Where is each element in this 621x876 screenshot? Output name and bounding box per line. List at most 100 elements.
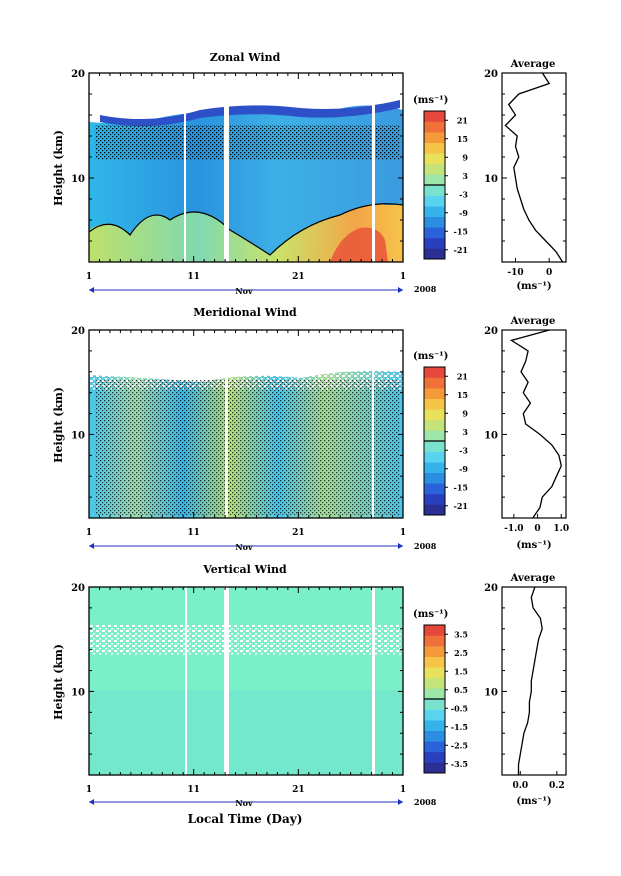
zonal-profile-title: Average [510, 59, 556, 70]
meridional-dots [95, 380, 400, 515]
colorbar-segment [424, 441, 445, 452]
zonal-month-axis: Nov [89, 286, 403, 296]
x-tick-label: 11 [187, 528, 200, 538]
colorbar-segment [424, 720, 445, 732]
meridional-y-tick-labels: 10 10 20 20 [71, 326, 498, 441]
colorbar-segment [424, 163, 445, 175]
colorbar-tick-label: -2.5 [451, 740, 468, 750]
profile-x-tick-label: -1.0 [504, 524, 523, 534]
vertical-specks [89, 625, 403, 655]
colorbar-segment [424, 762, 445, 774]
vertical-lower-tint [89, 690, 403, 775]
profile-y-tick-label: 20 [484, 69, 498, 80]
colorbar-tick-label: 3 [462, 171, 468, 181]
colorbar-segment [424, 367, 445, 378]
profile-y-tick-label: 20 [484, 326, 498, 337]
meridional-month-axis: Nov [89, 542, 403, 552]
y-tick-label: 20 [71, 583, 85, 594]
colorbar-tick-label: 2.5 [454, 648, 468, 658]
zonal-gap-2 [224, 73, 229, 262]
colorbar-segment [424, 635, 445, 647]
vertical-ylabel: Height (km) [52, 644, 65, 720]
profile-line [509, 329, 562, 519]
zonal-title: Zonal Wind [210, 51, 281, 64]
colorbar-tick-label: -3 [459, 189, 468, 199]
profile-x-tick-label: 0 [534, 524, 540, 534]
colorbar-segment [424, 121, 445, 133]
zonal-contour [88, 203, 404, 256]
colorbar-segment [424, 646, 445, 658]
colorbar-segment [424, 237, 445, 249]
x-tick-label: 21 [292, 272, 305, 282]
x-tick-label: 1 [86, 785, 92, 795]
y-tick-label: 10 [71, 430, 85, 441]
meridional-gap-1 [225, 330, 228, 518]
colorbar-segment [424, 677, 445, 689]
colorbar-segment [424, 132, 445, 144]
colorbar-tick-label: -21 [454, 245, 468, 255]
meridional-profile: -1.0 0 1.0 [504, 329, 569, 534]
colorbar-tick-label: -15 [454, 482, 468, 492]
x-tick-label: 1 [400, 785, 406, 795]
zonal-month-label: Nov [235, 286, 253, 296]
x-tick-label: 11 [187, 272, 200, 282]
colorbar-segment [424, 688, 445, 700]
y-tick-label: 10 [71, 687, 85, 698]
meridional-title: Meridional Wind [193, 306, 297, 319]
colorbar-segment [424, 741, 445, 753]
zonal-x-tick-labels: 1 11 21 1 [86, 272, 406, 282]
colorbar-tick-label: -9 [459, 464, 468, 474]
profile-y-tick-label: 20 [484, 583, 498, 594]
colorbar-segment [424, 430, 445, 442]
zonal-dots-upper [95, 125, 400, 160]
vertical-profile-title: Average [510, 573, 556, 584]
y-tick-label: 20 [71, 69, 85, 80]
colorbar-segment [424, 206, 445, 218]
profile-y-tick-label: 10 [484, 174, 498, 185]
colorbar-tick-label: -1.5 [451, 722, 468, 732]
zonal-gap-1 [184, 73, 186, 262]
zonal-jet-band [100, 100, 400, 127]
vertical-gap-3 [372, 587, 375, 775]
profile-x-tick-label: 0 [546, 268, 552, 278]
profile-line [517, 586, 543, 775]
colorbar-tick-label: -15 [454, 226, 468, 236]
colorbar-segment [424, 409, 445, 421]
vertical-gap-2 [224, 587, 229, 775]
meridional-month-label: Nov [235, 542, 253, 552]
colorbar-segment [424, 174, 445, 186]
colorbar-segment [424, 472, 445, 484]
colorbar-segment [424, 730, 445, 742]
colorbar-segment [424, 451, 445, 463]
colorbar-segment [424, 195, 445, 207]
meridional-year-label: 2008 [414, 541, 437, 551]
zonal-y-tick-labels: 10 10 20 20 [71, 69, 498, 185]
vertical-month-label: Nov [235, 798, 253, 808]
colorbar-segment [424, 504, 445, 516]
vertical-x-tick-labels: 1 11 21 1 [86, 785, 406, 795]
vertical-year-label: 2008 [414, 797, 437, 807]
vertical-gap-1 [185, 587, 187, 775]
colorbar-segment [424, 462, 445, 474]
x-tick-label: 1 [86, 272, 92, 282]
x-tick-label: 11 [187, 785, 200, 795]
colorbar-segment [424, 248, 445, 260]
colorbar-segment [424, 699, 445, 710]
vertical-month-axis: Nov [89, 798, 403, 808]
profile-x-tick-label: 0.0 [512, 781, 528, 791]
profile-y-tick-label: 10 [484, 687, 498, 698]
colorbar-tick-label: -21 [454, 501, 468, 511]
colorbar-tick-label: -0.5 [451, 703, 468, 713]
zonal-profile: -10 0 [504, 72, 564, 278]
x-axis-label: Local Time (Day) [188, 812, 303, 826]
colorbar-segment [424, 667, 445, 679]
zonal-profile-unit: (ms⁻¹) [516, 281, 551, 292]
colorbar-tick-label: 15 [457, 134, 468, 144]
meridional-colorbar: 21 15 9 3 -3 -9 -15 -21 [423, 366, 468, 516]
vertical-colorbar-unit: (ms⁻¹) [413, 609, 448, 620]
colorbar-segment [424, 483, 445, 495]
zonal-profile-frame [501, 72, 567, 263]
x-tick-label: 21 [292, 528, 305, 538]
